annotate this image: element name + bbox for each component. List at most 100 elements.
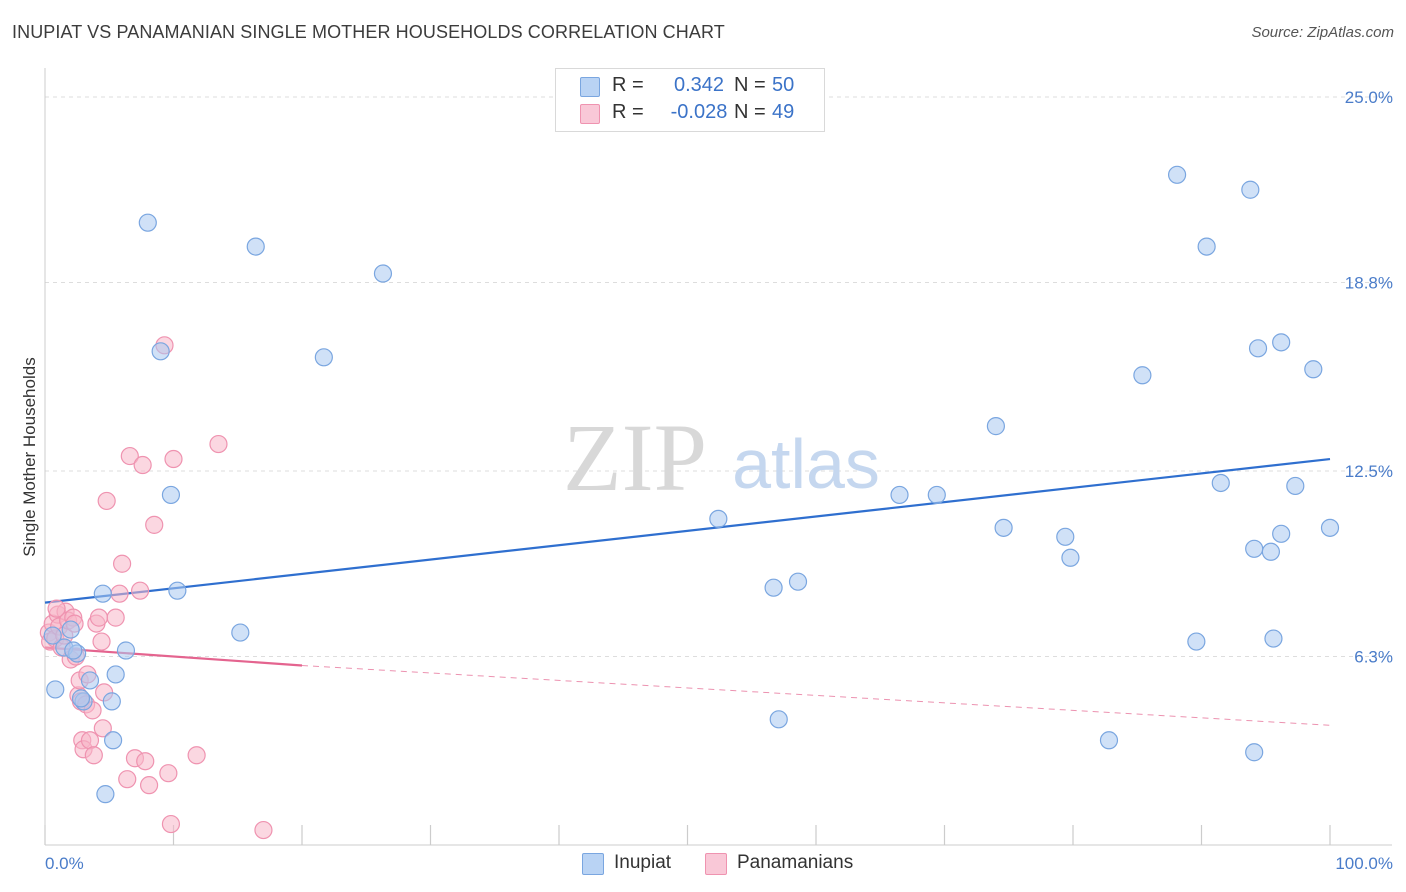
bottom-legend-label: Inupiat: [614, 852, 672, 873]
point-inupiat: [46, 680, 65, 699]
trend-line-panamanians: [44, 646, 303, 667]
legend: R = 0.342 N = 50 R = -0.028 N = 49: [555, 68, 825, 132]
x-tick-label: 0.0%: [45, 854, 84, 873]
point-inupiat: [1286, 476, 1305, 496]
point-panamanians: [80, 731, 100, 750]
point-inupiat: [1248, 339, 1268, 358]
point-inupiat: [788, 572, 808, 591]
point-inupiat: [1245, 743, 1264, 762]
point-inupiat: [161, 485, 181, 505]
axes: [44, 68, 1392, 846]
point-inupiat: [106, 665, 125, 684]
point-inupiat: [314, 348, 333, 367]
legend-r-value: 0.342: [673, 74, 725, 96]
point-panamanians: [120, 446, 139, 466]
y-tick-labels: 6.3% 12.5% 18.8% 25.0%: [1345, 88, 1393, 667]
y-tick-label: 6.3%: [1354, 648, 1393, 667]
y-axis-label: Single Mother Households: [20, 357, 39, 556]
point-inupiat: [64, 641, 83, 660]
legend-n-label: N =: [734, 101, 766, 123]
point-inupiat: [1211, 473, 1230, 493]
point-inupiat: [96, 785, 115, 804]
legend-n-label: N =: [734, 74, 766, 96]
source-credit: Source: ZipAtlas.com: [1251, 24, 1394, 41]
chart-title: INUPIAT VS PANAMANIAN SINGLE MOTHER HOUS…: [12, 22, 725, 42]
point-inupiat: [168, 581, 187, 600]
point-panamanians: [110, 584, 129, 603]
point-inupiat: [927, 485, 946, 505]
x-tick-labels: 0.0% 100.0%: [45, 854, 1393, 873]
point-panamanians: [112, 554, 132, 573]
y-tick-label: 18.8%: [1345, 274, 1393, 293]
trend-line-panamanians-extension: [301, 664, 1331, 726]
point-inupiat: [61, 620, 80, 639]
point-panamanians: [130, 581, 150, 600]
point-inupiat: [1241, 180, 1260, 199]
point-panamanians: [209, 434, 228, 454]
point-inupiat: [764, 578, 783, 597]
point-inupiat: [151, 342, 170, 361]
point-panamanians: [97, 491, 116, 511]
legend-r-label: R =: [612, 101, 644, 123]
point-inupiat: [80, 671, 100, 690]
legend-swatch-panamanians: [580, 104, 600, 124]
trend-lines: [44, 457, 1331, 726]
point-panamanians: [161, 814, 181, 834]
point-panamanians: [92, 632, 111, 651]
point-panamanians: [118, 770, 137, 789]
point-panamanians: [145, 515, 164, 534]
point-inupiat: [1264, 629, 1283, 648]
point-inupiat: [43, 626, 62, 645]
point-panamanians: [139, 776, 159, 795]
point-inupiat: [231, 623, 250, 642]
x-tick-label: 100.0%: [1335, 854, 1393, 873]
watermark-zip: ZIP: [563, 404, 707, 511]
point-inupiat: [102, 692, 121, 711]
point-inupiat: [1272, 524, 1291, 543]
y-tick-label: 25.0%: [1345, 88, 1393, 107]
point-inupiat: [890, 485, 909, 505]
point-inupiat: [1167, 165, 1187, 184]
watermark-atlas: atlas: [732, 425, 880, 503]
point-inupiat: [116, 641, 136, 660]
point-inupiat: [1133, 366, 1152, 385]
point-inupiat: [709, 509, 728, 528]
point-inupiat: [373, 264, 393, 283]
point-panamanians: [106, 608, 125, 627]
point-panamanians: [84, 746, 103, 765]
point-inupiat: [93, 584, 112, 603]
point-inupiat: [246, 237, 265, 256]
point-panamanians: [93, 719, 112, 738]
legend-swatch-inupiat: [580, 77, 600, 97]
bottom-legend-swatch-inupiat: [582, 853, 604, 875]
legend-r-value: -0.028: [670, 101, 728, 123]
point-inupiat: [1304, 360, 1323, 379]
point-panamanians: [187, 746, 206, 765]
point-inupiat: [769, 710, 788, 729]
point-inupiat: [1056, 527, 1075, 546]
point-panamanians: [164, 449, 183, 469]
point-inupiat: [138, 213, 157, 232]
point-inupiat: [1187, 632, 1206, 651]
data-points: [39, 165, 1340, 840]
point-panamanians: [159, 764, 178, 783]
point-inupiat: [994, 518, 1013, 537]
point-inupiat: [104, 731, 123, 750]
point-inupiat: [1197, 237, 1216, 256]
legend-r-label: R =: [612, 74, 644, 96]
point-panamanians: [133, 455, 152, 475]
point-inupiat: [1245, 539, 1264, 558]
point-inupiat: [1061, 548, 1080, 567]
bottom-legend-swatch-panamanians: [705, 853, 727, 875]
watermark: ZIP atlas: [563, 404, 880, 511]
point-panamanians: [89, 608, 109, 627]
point-inupiat: [71, 689, 91, 708]
point-panamanians: [136, 752, 155, 771]
bottom-legend-label: Panamanians: [737, 852, 854, 873]
point-inupiat: [1320, 518, 1340, 537]
legend-n-value: 50: [772, 74, 795, 96]
point-panamanians: [254, 820, 273, 840]
legend-n-value: 49: [772, 101, 795, 123]
trend-line-inupiat: [44, 457, 1331, 604]
